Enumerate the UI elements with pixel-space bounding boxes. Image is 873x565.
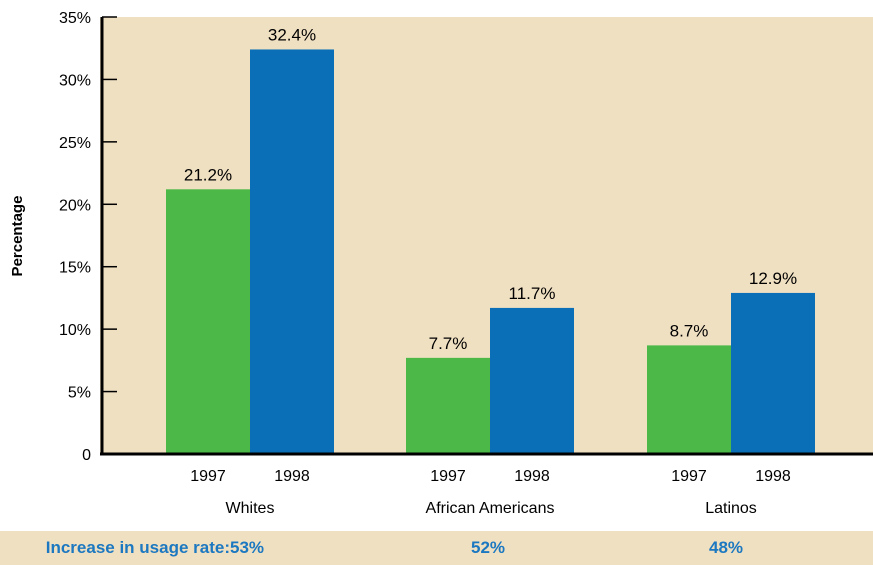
y-tick-label: 35% — [59, 10, 91, 27]
x-year-label: 1998 — [514, 468, 550, 485]
x-year-label: 1997 — [190, 468, 226, 485]
x-group-label: Latinos — [705, 500, 757, 517]
bar-value-label: 11.7% — [509, 284, 556, 303]
y-tick-label: 10% — [59, 322, 91, 339]
bar-value-label: 21.2% — [184, 165, 232, 184]
y-tick-label: 25% — [59, 135, 91, 152]
y-tick-label: 0 — [82, 447, 91, 464]
x-year-label: 1997 — [430, 468, 466, 485]
footer-value-whites: 53% — [230, 538, 265, 557]
footer-value-african-americans: 52% — [471, 538, 506, 557]
x-year-label: 1997 — [671, 468, 707, 485]
footer-label: Increase in usage rate: — [45, 538, 230, 557]
y-tick-label: 5% — [68, 385, 91, 402]
y-tick-label: 15% — [59, 260, 91, 277]
bar-whites-1998 — [250, 49, 334, 454]
footer-value-latinos: 48% — [709, 538, 744, 557]
bar-value-label: 12.9% — [749, 269, 797, 288]
y-axis-label: Percentage — [9, 196, 26, 277]
bar-whites-1997 — [166, 189, 250, 454]
x-year-label: 1998 — [755, 468, 791, 485]
y-tick-label: 20% — [59, 197, 91, 214]
bar-african-americans-1997 — [406, 357, 490, 454]
bar-latinos-1997 — [647, 345, 731, 454]
footer-band: Increase in usage rate: 53% 52% 48% — [0, 531, 873, 565]
bar-african-americans-1998 — [490, 307, 574, 454]
y-tick-label: 30% — [59, 72, 91, 89]
x-group-label: African Americans — [426, 500, 555, 517]
bar-value-label: 32.4% — [268, 25, 316, 44]
bar-value-label: 8.7% — [670, 321, 709, 340]
x-year-label: 1998 — [274, 468, 310, 485]
bar-latinos-1998 — [731, 292, 815, 454]
bar-value-label: 7.7% — [429, 334, 468, 353]
x-group-label: Whites — [226, 500, 275, 517]
